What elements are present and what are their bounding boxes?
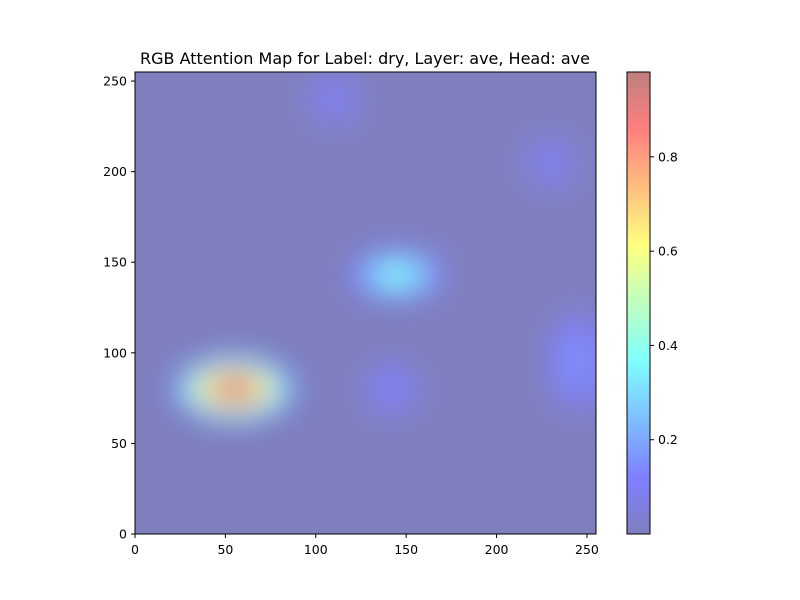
colorbar-tick-label: 0.2: [658, 432, 678, 447]
x-tick-label: 0: [131, 542, 139, 557]
colorbar: [626, 71, 651, 535]
attention-hotspot: [518, 130, 583, 195]
attention-hotspot: [359, 357, 424, 422]
colorbar-tick-label: 0.6: [658, 244, 678, 259]
x-tick-label: 50: [217, 542, 233, 557]
colorbar-tick-label: 0.8: [658, 149, 678, 164]
plot-frame: [134, 71, 597, 535]
y-axis: 0 50 100 150 200 250: [103, 74, 135, 542]
attention-hotspot: [347, 246, 448, 303]
colorbar-ticks: 0.2 0.4 0.6 0.8: [650, 149, 678, 447]
attention-blobs: [172, 72, 596, 424]
x-tick-label: 250: [575, 542, 599, 557]
y-tick-label: 250: [103, 74, 127, 89]
x-tick-label: 100: [304, 542, 328, 557]
attention-hotspot: [543, 305, 596, 418]
attention-hotspot: [172, 355, 297, 424]
heatmap-background: [135, 72, 596, 534]
colorbar-tick-label: 0.4: [658, 338, 678, 353]
chart-title: RGB Attention Map for Label: dry, Layer:…: [140, 49, 590, 68]
y-tick-label: 150: [103, 255, 127, 270]
x-tick-label: 150: [394, 542, 418, 557]
y-tick-label: 0: [119, 527, 127, 542]
x-axis: 0 50 100 150 200 250: [131, 534, 599, 557]
y-tick-label: 50: [111, 436, 127, 451]
x-tick-label: 200: [485, 542, 509, 557]
y-tick-label: 200: [103, 164, 127, 179]
plot-area: [135, 72, 596, 570]
photo-thumbnail-icon: [141, 546, 179, 570]
attention-hotspot: [301, 72, 366, 132]
y-tick-label: 100: [103, 345, 127, 360]
